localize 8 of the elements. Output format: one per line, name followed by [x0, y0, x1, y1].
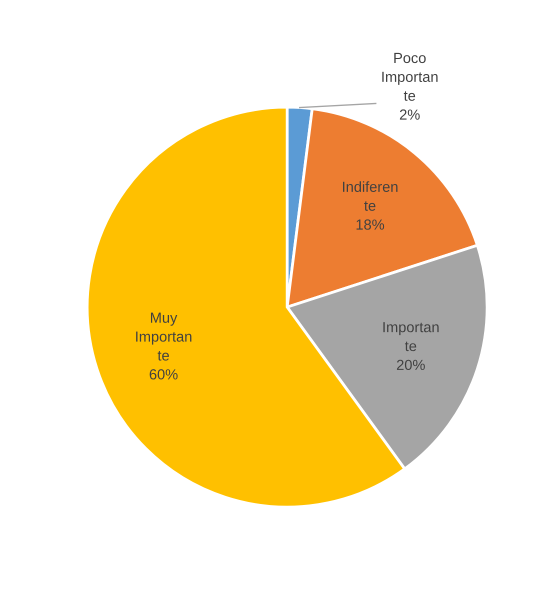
data-label: 60% [150, 369, 178, 380]
data-label: 18% [356, 219, 384, 230]
slice-label: Muy Importan te [136, 312, 192, 361]
data-label: 20% [396, 360, 425, 370]
slice-label: Poco Importan te [382, 52, 438, 101]
data-label: 2% [400, 109, 420, 120]
slice-label: Importan te [383, 322, 439, 352]
slice-label: Indiferen te [343, 181, 398, 211]
